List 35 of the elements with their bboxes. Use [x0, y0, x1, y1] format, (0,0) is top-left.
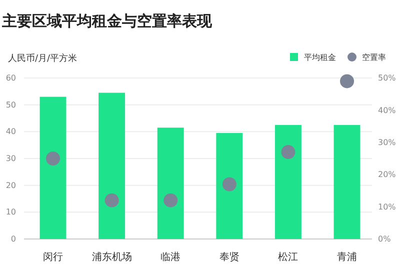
x-tick-label: 松江 — [278, 251, 298, 264]
bar — [40, 96, 66, 239]
legend-label: 空置率 — [362, 53, 386, 62]
bar — [274, 124, 302, 239]
x-tick-label: 奉贤 — [219, 251, 240, 264]
point — [104, 193, 119, 208]
point — [222, 177, 236, 192]
y-tick-label: 10 — [6, 208, 16, 217]
y2-tick-label: 20% — [378, 170, 396, 180]
y-tick-label: 40 — [6, 127, 16, 136]
y2-tick-label: 10% — [378, 202, 396, 212]
y-tick-label: 50 — [6, 100, 16, 110]
point — [340, 74, 354, 88]
y-tick-label: 20 — [6, 180, 16, 190]
y2-tick-label: 0% — [378, 234, 392, 244]
x-tick-label: 青浦 — [337, 251, 358, 264]
legend-label: 平均租金 — [304, 53, 336, 62]
point — [164, 193, 178, 208]
chart-title: 主要区域平均租金与空置率表现 — [1, 12, 213, 30]
point — [281, 145, 296, 160]
y-tick-label: 0 — [10, 234, 16, 244]
y-tick-label: 60 — [6, 74, 16, 83]
y2-tick-label: 50% — [378, 74, 396, 83]
y-axis-title: 人民币/月/平方米 — [8, 53, 78, 64]
bar — [157, 128, 184, 239]
bar — [216, 133, 243, 239]
bar — [98, 92, 126, 239]
y2-tick-label: 30% — [378, 138, 396, 147]
x-tick-label: 闵行 — [42, 251, 63, 264]
bar — [334, 124, 360, 239]
x-tick-label: 临港 — [160, 251, 181, 264]
point — [46, 152, 60, 166]
y-tick-label: 30 — [6, 154, 16, 164]
x-tick-label: 浦东机场 — [92, 251, 132, 264]
y2-tick-label: 40% — [378, 106, 396, 115]
